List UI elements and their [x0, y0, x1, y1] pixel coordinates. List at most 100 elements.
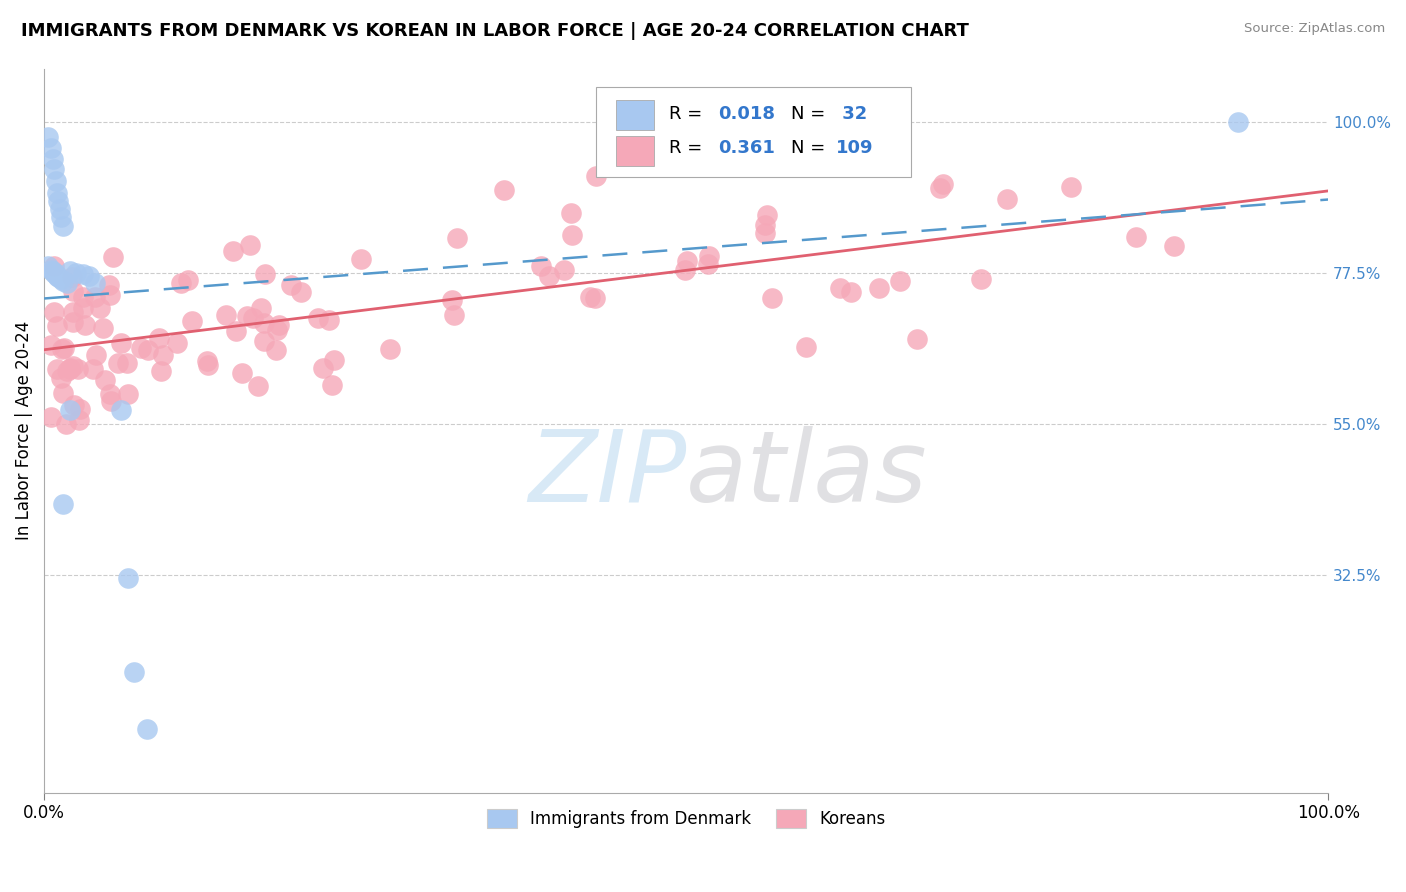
FancyBboxPatch shape — [596, 87, 911, 178]
Point — [197, 359, 219, 373]
Point — [62, 284, 84, 298]
Point — [247, 379, 270, 393]
Point — [107, 355, 129, 369]
Point — [553, 263, 575, 277]
Point — [122, 665, 145, 679]
Point — [675, 262, 697, 277]
Point — [94, 373, 117, 387]
Point — [311, 361, 333, 376]
Point — [84, 276, 107, 290]
Point — [222, 244, 245, 259]
Point — [48, 202, 70, 217]
Point — [269, 318, 291, 333]
Point — [754, 227, 776, 241]
Point — [65, 266, 87, 280]
Point — [177, 272, 200, 286]
Text: N =: N = — [792, 139, 831, 158]
Point — [560, 206, 582, 220]
Point — [905, 332, 928, 346]
Point — [350, 252, 373, 266]
Point — [166, 336, 188, 351]
Point — [696, 257, 718, 271]
Point — [39, 338, 62, 352]
Point — [89, 301, 111, 316]
Point — [152, 348, 174, 362]
Point — [215, 308, 238, 322]
Point — [46, 186, 69, 200]
Point — [307, 310, 329, 325]
Point — [62, 359, 84, 373]
Point — [98, 287, 121, 301]
Text: atlas: atlas — [686, 425, 928, 523]
Point — [39, 141, 62, 155]
Point — [181, 314, 204, 328]
Text: IMMIGRANTS FROM DENMARK VS KOREAN IN LABOR FORCE | AGE 20-24 CORRELATION CHART: IMMIGRANTS FROM DENMARK VS KOREAN IN LAB… — [21, 22, 969, 40]
Point — [37, 129, 59, 144]
Point — [841, 285, 863, 299]
Text: 109: 109 — [837, 139, 875, 158]
Point — [53, 341, 76, 355]
Point — [39, 410, 62, 425]
Point — [72, 268, 94, 282]
Point — [62, 305, 84, 319]
Point — [148, 331, 170, 345]
Point — [66, 361, 89, 376]
Point — [69, 402, 91, 417]
Point — [52, 219, 75, 233]
Point — [52, 274, 75, 288]
Point — [135, 722, 157, 736]
Point — [754, 218, 776, 232]
Point — [44, 162, 66, 177]
Point — [62, 398, 84, 412]
Point — [1227, 115, 1250, 129]
Point — [42, 305, 65, 319]
Point — [249, 301, 271, 315]
Point — [494, 182, 516, 196]
Point — [44, 266, 66, 280]
Point — [93, 321, 115, 335]
Point — [1125, 229, 1147, 244]
Point — [72, 290, 94, 304]
Point — [530, 259, 553, 273]
Point — [117, 387, 139, 401]
Legend: Immigrants from Denmark, Koreans: Immigrants from Denmark, Koreans — [479, 803, 893, 835]
Point — [868, 281, 890, 295]
Point — [932, 178, 955, 192]
Point — [51, 343, 73, 357]
Point — [52, 497, 75, 511]
Point — [697, 249, 720, 263]
Text: 0.361: 0.361 — [718, 139, 775, 158]
Text: R =: R = — [669, 104, 709, 123]
Point — [242, 310, 264, 325]
FancyBboxPatch shape — [616, 100, 654, 130]
Point — [583, 291, 606, 305]
Point — [280, 277, 302, 292]
Point — [42, 152, 65, 166]
Point — [67, 413, 90, 427]
Point — [46, 268, 69, 283]
Point — [44, 259, 66, 273]
Point — [239, 237, 262, 252]
Point — [1060, 179, 1083, 194]
Point — [441, 293, 464, 307]
Text: 32: 32 — [837, 104, 868, 123]
FancyBboxPatch shape — [616, 136, 654, 166]
Point — [561, 227, 583, 242]
Y-axis label: In Labor Force | Age 20-24: In Labor Force | Age 20-24 — [15, 321, 32, 541]
Point — [264, 343, 287, 357]
Point — [51, 371, 73, 385]
Point — [225, 324, 247, 338]
Text: Source: ZipAtlas.com: Source: ZipAtlas.com — [1244, 22, 1385, 36]
Point — [1163, 239, 1185, 253]
Point — [75, 318, 97, 332]
Point — [253, 316, 276, 330]
Point — [98, 386, 121, 401]
Point — [98, 277, 121, 292]
Point — [794, 340, 817, 354]
Point — [42, 264, 65, 278]
Point — [266, 322, 288, 336]
Point — [380, 342, 402, 356]
Point — [585, 169, 607, 183]
Point — [101, 250, 124, 264]
Point — [830, 280, 852, 294]
